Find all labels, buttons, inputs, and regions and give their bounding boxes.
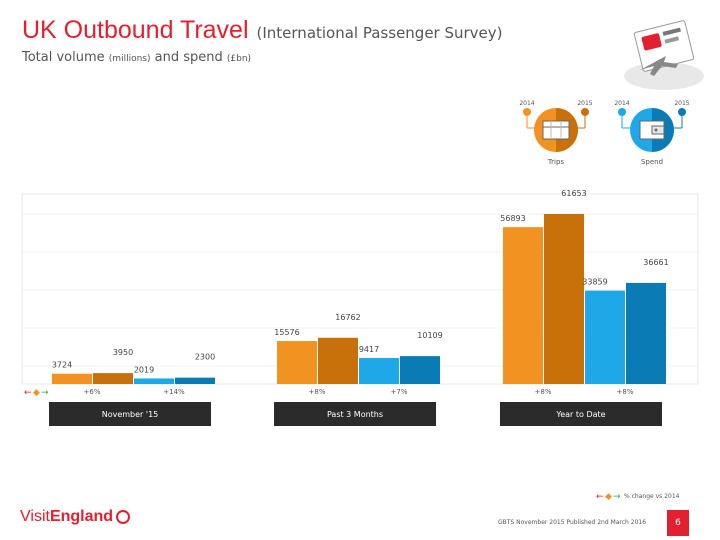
trips-2015-dot	[581, 108, 589, 116]
footer-arrow-right-icon: →	[613, 492, 621, 502]
title-sub: (International Passenger Survey)	[256, 24, 503, 42]
bar-2-trips-2015	[544, 214, 584, 384]
bar-label-2-spend-2015: 36661	[643, 258, 668, 267]
icon-legend: 2014 2015 2014 2015 Trips Spend	[519, 100, 689, 166]
period-label-0: November '15	[102, 410, 159, 419]
change-spend-2: +8%	[617, 388, 634, 396]
bar-0-trips-2015	[93, 373, 133, 384]
rose-icon	[116, 510, 131, 524]
bar-label-0-trips-2014: 3724	[52, 361, 72, 370]
period-box-1	[274, 402, 436, 426]
change-spend-0: +14%	[163, 388, 185, 396]
bar-2-trips-2014	[503, 227, 543, 384]
bar-label-2-trips-2015: 61653	[561, 189, 586, 198]
bar-label-1-spend-2014: 9417	[359, 345, 379, 354]
period-label-2: Year to Date	[555, 410, 605, 419]
legend-spend-label: Spend	[641, 158, 663, 166]
subtitle-c: and spend	[154, 50, 223, 65]
footer-arrow-left-icon: ←	[596, 492, 604, 502]
period-box-2	[500, 402, 662, 426]
logo-visit: Visit	[20, 508, 50, 525]
change-trips-0: +6%	[84, 388, 101, 396]
legend-trips-2014: 2014	[519, 100, 534, 107]
legend-trips-2015: 2015	[577, 100, 592, 107]
bar-1-trips-2015	[318, 337, 358, 384]
footer-diamond-icon: ◆	[605, 492, 612, 502]
bar-0-trips-2014	[52, 373, 92, 384]
period-box-0	[49, 402, 211, 426]
subtitle-b: (millions)	[108, 54, 151, 64]
bar-label-0-spend-2015: 2300	[195, 353, 215, 362]
visitengland-logo: VisitEngland	[20, 508, 131, 526]
change-trips-1: +8%	[309, 388, 326, 396]
legend-spend-2015: 2015	[674, 100, 689, 107]
bar-label-0-spend-2014: 2019	[134, 365, 154, 374]
change-row-arrows: ← ◆ →	[24, 388, 49, 398]
suitcase-icon	[542, 120, 570, 140]
legend-spend-2014: 2014	[614, 100, 629, 107]
logo-england: England	[49, 508, 114, 525]
wallet-icon	[639, 120, 665, 140]
change-trips-2: +8%	[535, 388, 552, 396]
arrow-left-icon: ←	[24, 388, 32, 398]
diamond-icon: ◆	[33, 388, 40, 398]
bar-1-spend-2015	[400, 356, 440, 384]
bar-label-1-trips-2014: 15576	[274, 328, 299, 337]
source-note: GBTS November 2015 Published 2nd March 2…	[498, 519, 647, 526]
bar-2-spend-2015	[626, 282, 666, 384]
bar-1-trips-2014	[277, 341, 317, 384]
bar-0-spend-2015	[175, 377, 215, 384]
spend-2014-dot	[618, 108, 626, 116]
subtitle-d: (£bn)	[226, 54, 252, 64]
bar-label-1-spend-2015: 10109	[417, 331, 442, 340]
spend-2015-dot	[678, 108, 686, 116]
legend-trips-label: Trips	[547, 158, 565, 166]
arrow-right-icon: →	[41, 388, 49, 398]
bar-0-spend-2014	[134, 378, 174, 384]
title-main: UK Outbound Travel	[22, 16, 249, 44]
footer-legend-arrows: ← ◆ →	[596, 492, 621, 502]
page-title: UK Outbound Travel (International Passeng…	[22, 16, 503, 45]
bar-label-1-trips-2015: 16762	[335, 313, 360, 322]
bar-label-2-trips-2014: 56893	[500, 214, 525, 223]
travel-documents-icon	[624, 20, 704, 90]
bar-2-spend-2014	[585, 290, 625, 384]
period-label-1: Past 3 Months	[327, 410, 383, 419]
trips-2014-dot	[523, 108, 531, 116]
subtitle-a: Total volume	[22, 50, 105, 65]
change-spend-1: +7%	[391, 388, 408, 396]
bar-label-0-trips-2015: 3950	[113, 348, 133, 357]
change-legend: % change vs 2014	[624, 493, 680, 500]
page-subtitle: Total volume (millions) and spend (£bn)	[22, 50, 251, 65]
page-number: 6	[667, 510, 689, 536]
bar-1-spend-2014	[359, 358, 399, 384]
bar-label-2-spend-2014: 33859	[582, 278, 607, 287]
